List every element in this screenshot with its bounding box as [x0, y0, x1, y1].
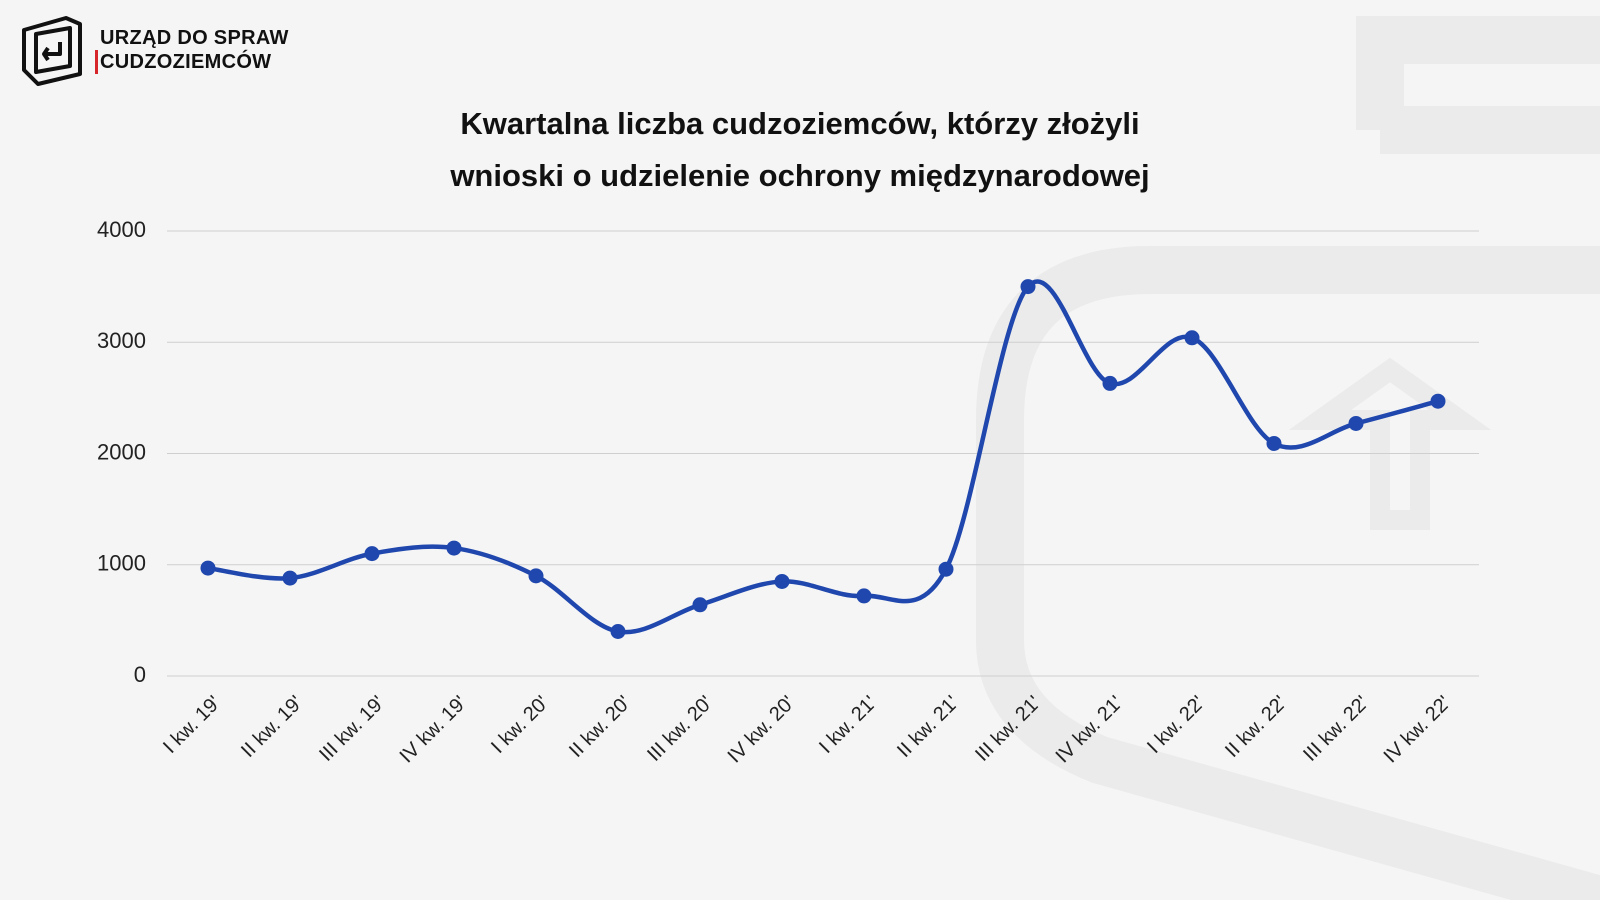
data-point [1348, 415, 1364, 431]
y-tick-label: 4000 [97, 217, 146, 242]
x-tick-label: IV kw. 22' [1380, 692, 1456, 768]
y-tick-label: 3000 [97, 328, 146, 353]
data-point [1020, 279, 1036, 295]
logo-line: URZĄD DO SPRAW [100, 27, 289, 49]
x-tick-label: III kw. 22' [1299, 692, 1373, 766]
data-point [200, 560, 216, 576]
x-tick-label: II kw. 19' [237, 692, 307, 762]
y-tick-label: 0 [134, 662, 146, 687]
x-tick-label: IV kw. 19' [396, 692, 472, 768]
x-tick-label: III kw. 20' [643, 692, 717, 766]
data-point [610, 624, 626, 639]
data-point [938, 561, 954, 577]
data-point [1102, 375, 1118, 391]
logo-icon [22, 16, 82, 86]
x-tick-label: II kw. 21' [893, 692, 963, 762]
data-point [446, 540, 462, 556]
logo-line: CUDZOZIEMCÓW [95, 50, 289, 74]
data-point [856, 588, 872, 604]
chart-title: Kwartalna liczba cudzoziemców, którzy zł… [450, 106, 1150, 193]
data-point [692, 597, 708, 613]
data-point [774, 573, 790, 589]
data-point [1430, 393, 1446, 409]
x-tick-label: I kw. 22' [1143, 692, 1209, 758]
x-tick-label: I kw. 21' [815, 692, 881, 758]
x-tick-label: II kw. 20' [565, 692, 635, 762]
data-point [364, 546, 380, 562]
data-point [1266, 435, 1282, 451]
x-tick-label: II kw. 22' [1221, 692, 1291, 762]
x-tick-label: III kw. 19' [315, 692, 389, 766]
series-line [207, 279, 1439, 635]
y-tick-label: 1000 [97, 551, 146, 576]
data-point [528, 568, 544, 584]
data-point [282, 570, 298, 586]
x-tick-label: IV kw. 20' [724, 692, 800, 768]
x-tick-label: I kw. 20' [487, 692, 553, 758]
x-tick-label: I kw. 19' [159, 692, 225, 758]
data-point [1184, 330, 1200, 346]
logo-text: URZĄD DO SPRAW CUDZOZIEMCÓW [95, 26, 289, 74]
y-tick-label: 2000 [97, 439, 146, 464]
